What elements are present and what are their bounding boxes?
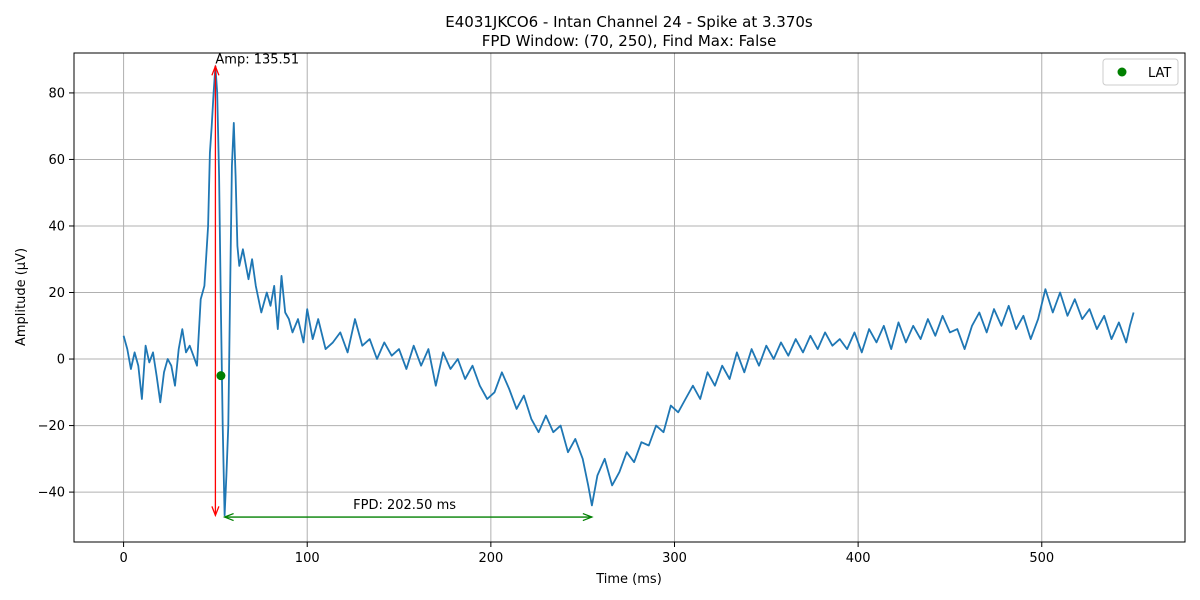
legend: LAT bbox=[1102, 58, 1179, 86]
x-tick-label: 0 bbox=[119, 551, 127, 566]
y-axis-label: Amplitude (µV) bbox=[14, 248, 29, 346]
y-tick-label: −20 bbox=[38, 419, 65, 434]
legend-box bbox=[1102, 58, 1179, 86]
plot-frame bbox=[73, 52, 1186, 543]
legend-label-lat: LAT bbox=[1148, 66, 1171, 81]
y-tick-label: 60 bbox=[48, 153, 65, 168]
chart-subtitle: FPD Window: (70, 250), Find Max: False bbox=[482, 32, 777, 50]
arrow-head bbox=[582, 512, 594, 522]
series-lines bbox=[122, 65, 1135, 517]
axis-ticks: 0 100 200 300 400 500 −40 −20 0 20 40 60 80 bbox=[38, 86, 1055, 566]
y-tick-label: 20 bbox=[48, 286, 65, 301]
markers bbox=[216, 371, 226, 381]
annotations: Amp: 135.51 FPD: 202.50 ms bbox=[211, 52, 594, 522]
lat-marker bbox=[216, 371, 226, 381]
x-tick-label: 400 bbox=[846, 551, 871, 566]
legend-marker-lat bbox=[1117, 67, 1127, 77]
annotation-label: FPD: 202.50 ms bbox=[353, 498, 456, 513]
arrow-head bbox=[211, 506, 220, 518]
x-tick-label: 300 bbox=[662, 551, 687, 566]
annotation-label: Amp: 135.51 bbox=[215, 52, 299, 67]
y-tick-label: 40 bbox=[48, 219, 65, 234]
y-tick-label: 0 bbox=[57, 353, 65, 368]
arrow-head bbox=[211, 64, 220, 76]
signal-line bbox=[122, 65, 1135, 517]
y-tick-label: −40 bbox=[38, 486, 65, 501]
x-tick-label: 500 bbox=[1029, 551, 1054, 566]
x-tick-label: 100 bbox=[295, 551, 320, 566]
grid-lines bbox=[74, 53, 1185, 542]
arrow-head bbox=[222, 512, 234, 522]
y-tick-label: 80 bbox=[48, 86, 65, 101]
chart-title: E4031JKCO6 - Intan Channel 24 - Spike at… bbox=[445, 13, 813, 31]
x-tick-label: 200 bbox=[478, 551, 503, 566]
x-axis-label: Time (ms) bbox=[595, 572, 662, 587]
